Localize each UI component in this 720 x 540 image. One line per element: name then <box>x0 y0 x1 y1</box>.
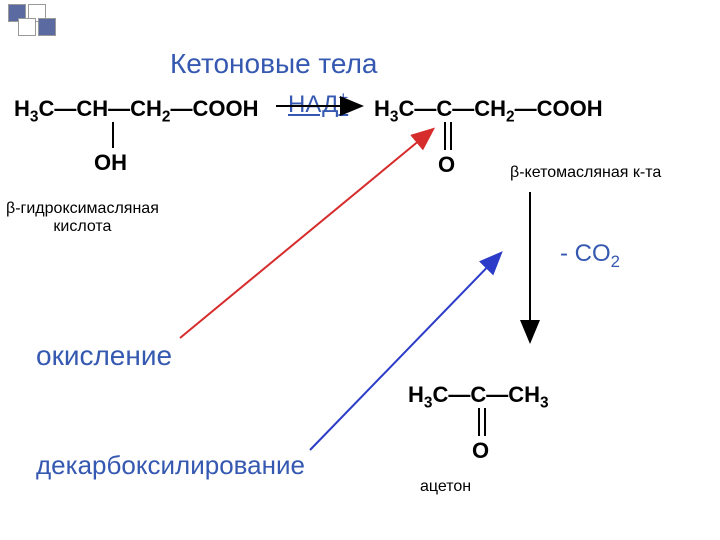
arrow-oxidation <box>180 130 432 338</box>
arrows-layer <box>0 0 720 540</box>
arrow-decarboxylation <box>310 254 500 450</box>
